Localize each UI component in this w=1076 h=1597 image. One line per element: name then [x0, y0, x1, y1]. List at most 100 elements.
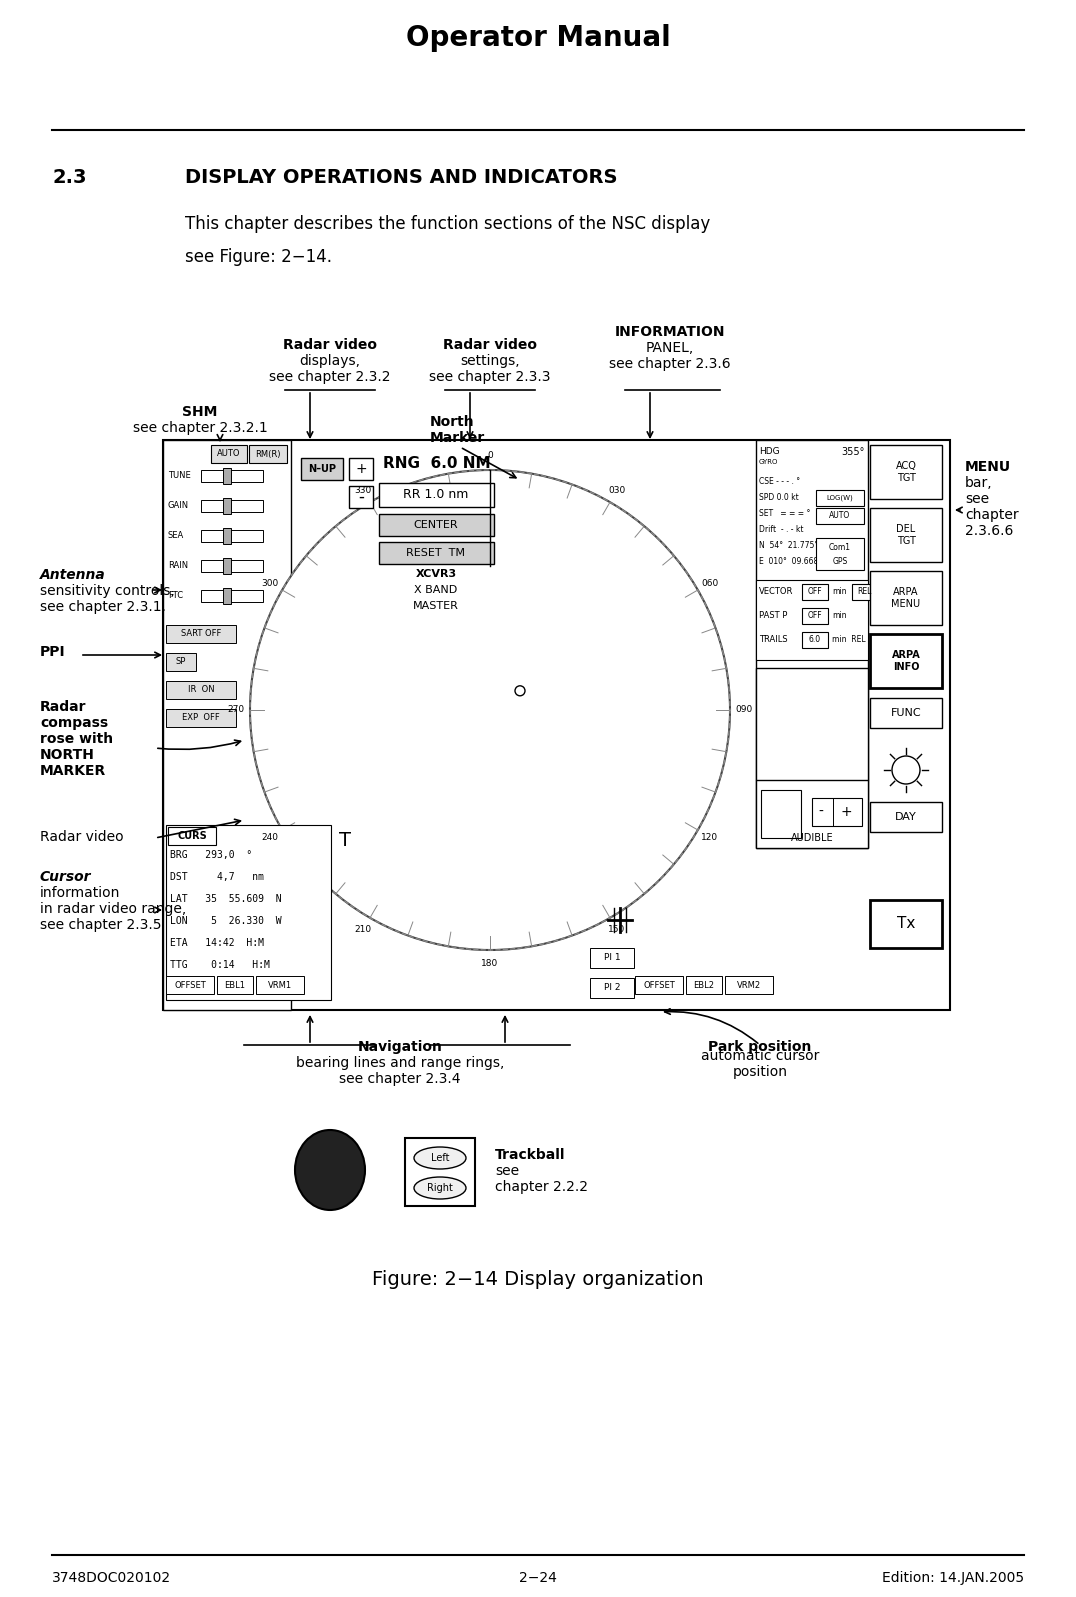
Bar [379, 514, 494, 537]
Text: HDG: HDG [759, 447, 780, 457]
Text: AUTO: AUTO [217, 449, 241, 458]
Bar [802, 632, 829, 648]
Text: Antenna: Antenna [40, 569, 105, 581]
Text: DAY: DAY [895, 811, 917, 822]
Ellipse shape [414, 1147, 466, 1169]
Bar [590, 977, 634, 998]
Text: see: see [495, 1164, 519, 1179]
Bar [211, 446, 247, 463]
Text: MARKER: MARKER [40, 763, 107, 778]
Text: GPS: GPS [833, 557, 848, 567]
Text: LAT   35  55.609  N: LAT 35 55.609 N [170, 894, 282, 904]
Text: Cursor: Cursor [40, 870, 91, 885]
Bar [162, 441, 950, 1009]
Bar [301, 458, 343, 481]
Text: see chapter 2.3.5: see chapter 2.3.5 [40, 918, 161, 933]
Text: min  REL: min REL [832, 636, 865, 645]
Bar [166, 624, 236, 644]
Text: CURS: CURS [178, 830, 207, 842]
Text: FUNC: FUNC [891, 707, 921, 719]
Text: VRM1: VRM1 [268, 981, 292, 990]
Text: see: see [965, 492, 989, 506]
Text: -: - [819, 805, 823, 819]
Bar [756, 580, 868, 660]
Text: Com1: Com1 [829, 543, 851, 553]
Text: in radar video range,: in radar video range, [40, 902, 186, 917]
Bar [249, 446, 287, 463]
Text: Radar video: Radar video [443, 339, 537, 351]
Text: FTC: FTC [168, 591, 183, 600]
Bar [162, 441, 291, 1009]
Text: bearing lines and range rings,: bearing lines and range rings, [296, 1056, 505, 1070]
Bar [756, 668, 868, 848]
Text: RAIN: RAIN [168, 562, 188, 570]
Text: TRAILS: TRAILS [759, 636, 788, 645]
Text: SHM: SHM [182, 406, 217, 418]
Text: min: min [832, 588, 847, 597]
Text: sensitivity controls,: sensitivity controls, [40, 585, 174, 597]
Text: 090: 090 [735, 706, 752, 714]
Text: Left: Left [430, 1153, 450, 1163]
Text: SEA: SEA [168, 532, 184, 540]
Bar [635, 976, 683, 993]
Text: RESET  TM: RESET TM [407, 548, 466, 557]
Bar [379, 482, 494, 506]
Bar [761, 791, 801, 838]
Text: 120: 120 [702, 832, 719, 842]
Bar [379, 541, 494, 564]
Text: 180: 180 [481, 960, 498, 968]
Circle shape [250, 470, 730, 950]
Text: RR 1.0 nm: RR 1.0 nm [404, 489, 469, 501]
Text: ARPA
MENU: ARPA MENU [891, 588, 921, 608]
Text: 330: 330 [354, 485, 371, 495]
Bar [223, 588, 231, 604]
Text: information: information [40, 886, 121, 901]
Text: NORTH: NORTH [40, 747, 95, 762]
Text: PI 2: PI 2 [604, 984, 620, 992]
Text: chapter: chapter [965, 508, 1019, 522]
Text: 270: 270 [227, 706, 244, 714]
Text: INFORMATION: INFORMATION [614, 326, 725, 339]
Text: 240: 240 [261, 832, 279, 842]
Bar [802, 608, 829, 624]
Text: ETA   14:42  H:M: ETA 14:42 H:M [170, 937, 264, 949]
Text: position: position [733, 1065, 788, 1080]
Text: -: - [358, 489, 364, 506]
Circle shape [515, 685, 525, 696]
Text: bar,: bar, [965, 476, 993, 490]
Text: RM(R): RM(R) [255, 449, 281, 458]
Bar [756, 779, 868, 848]
Bar [201, 470, 263, 482]
Text: settings,: settings, [461, 355, 520, 367]
Text: SART OFF: SART OFF [181, 629, 222, 639]
Text: SP: SP [175, 658, 186, 666]
Text: see chapter 2.3.3: see chapter 2.3.3 [429, 371, 551, 383]
Bar [349, 485, 373, 508]
Text: AUDIBLE: AUDIBLE [791, 834, 833, 843]
Text: 2.3: 2.3 [52, 168, 86, 187]
Text: see chapter 2.3.1.: see chapter 2.3.1. [40, 600, 166, 613]
Bar [870, 901, 942, 949]
Bar [725, 976, 773, 993]
Bar [201, 561, 263, 572]
Text: EBL1: EBL1 [225, 981, 245, 990]
Bar [217, 976, 253, 993]
Text: BRG   293,0  °: BRG 293,0 ° [170, 850, 252, 861]
Text: 6.0: 6.0 [809, 636, 821, 645]
Text: 2−24: 2−24 [519, 1571, 557, 1584]
Bar [802, 585, 829, 600]
Text: VECTOR: VECTOR [759, 588, 793, 597]
Text: Trackball: Trackball [495, 1148, 566, 1163]
Text: North: North [430, 415, 475, 430]
Ellipse shape [295, 1131, 365, 1211]
Text: Navigation: Navigation [357, 1040, 442, 1054]
Bar [166, 826, 331, 1000]
Text: N–UP: N–UP [308, 465, 336, 474]
Text: EBL2: EBL2 [694, 981, 714, 990]
Text: SPD 0.0 kt: SPD 0.0 kt [759, 493, 798, 503]
Text: DEL
TGT: DEL TGT [896, 524, 916, 546]
Text: PANEL,: PANEL, [646, 342, 694, 355]
Text: IR  ON: IR ON [187, 685, 214, 695]
Text: This chapter describes the function sections of the NSC display: This chapter describes the function sect… [185, 216, 710, 233]
Text: DISPLAY OPERATIONS AND INDICATORS: DISPLAY OPERATIONS AND INDICATORS [185, 168, 618, 187]
